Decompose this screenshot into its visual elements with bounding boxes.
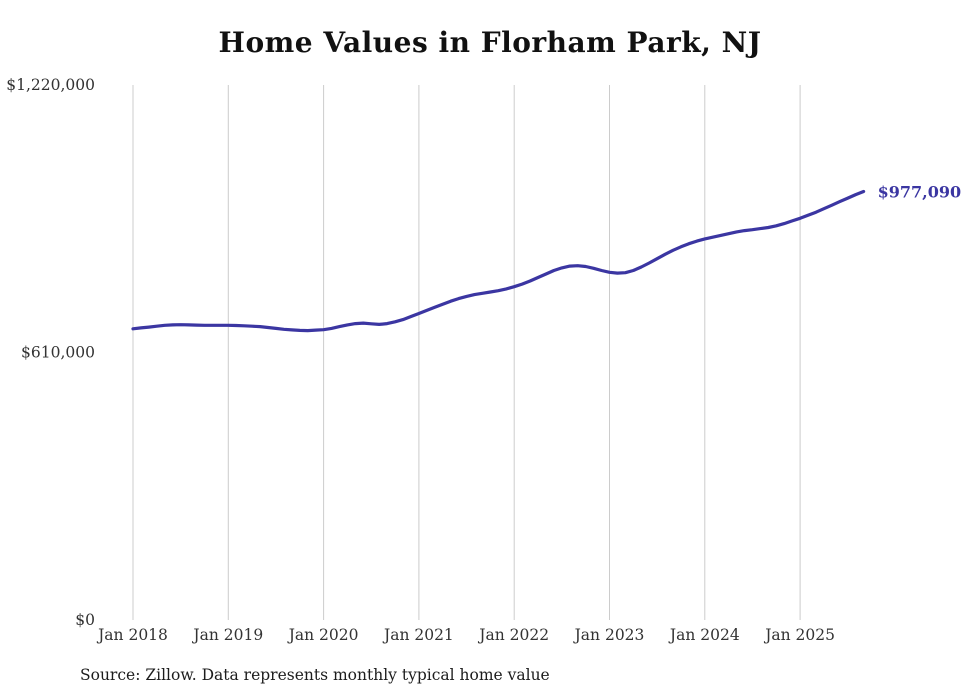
x-axis-label: Jan 2021 [382,626,454,644]
x-axis-label: Jan 2018 [96,626,168,644]
y-axis-label: $610,000 [21,344,95,362]
end-value-label: $977,090 [878,183,962,202]
source-note: Source: Zillow. Data represents monthly … [80,666,550,684]
x-axis-label: Jan 2024 [668,626,740,644]
y-axis-label: $0 [75,611,95,629]
x-axis-label: Jan 2019 [191,626,263,644]
y-axis-labels-group: $0 $610,000 $1,220,000 [6,76,95,629]
gridlines-group [132,85,801,620]
home-value-trend-line [131,189,866,333]
x-axis-label: Jan 2022 [477,626,549,644]
x-axis-label: Jan 2020 [287,626,359,644]
chart-title: Home Values in Florham Park, NJ [218,26,762,59]
x-axis-label: Jan 2023 [573,626,645,644]
x-axis-label: Jan 2025 [763,626,835,644]
y-axis-label: $1,220,000 [6,76,95,94]
x-axis-labels-group: Jan 2018 Jan 2019 Jan 2020 Jan 2021 Jan 2022… [96,626,835,644]
